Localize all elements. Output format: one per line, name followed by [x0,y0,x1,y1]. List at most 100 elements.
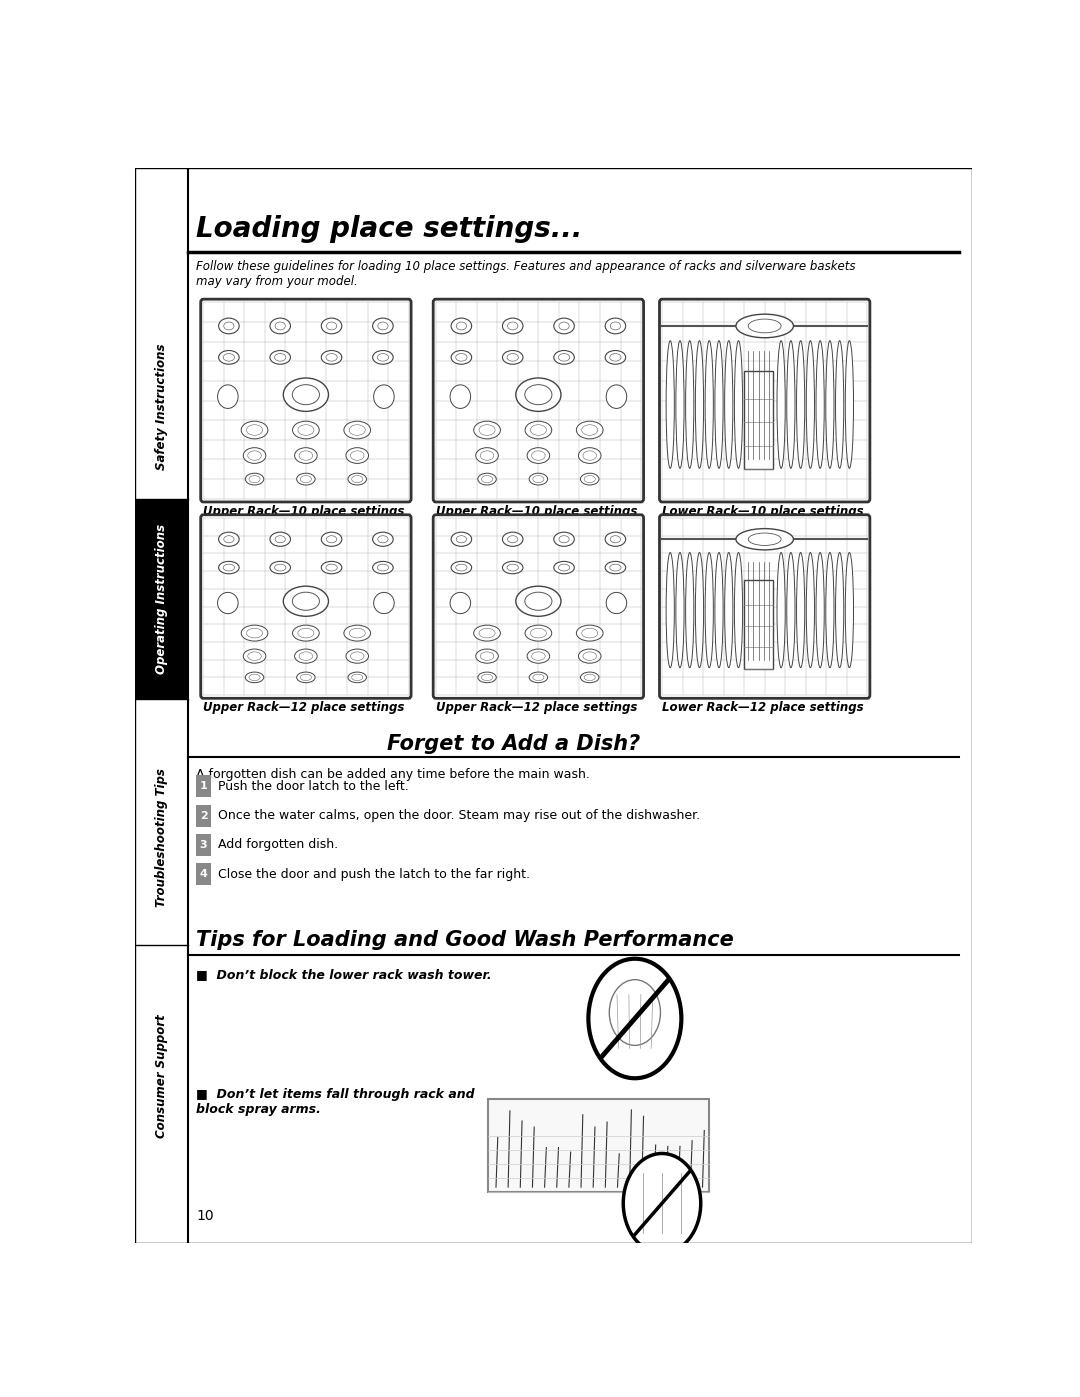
Ellipse shape [606,384,626,408]
Ellipse shape [299,652,313,661]
Ellipse shape [797,341,805,468]
Ellipse shape [373,319,393,334]
Ellipse shape [583,451,596,460]
Ellipse shape [350,451,364,460]
Ellipse shape [246,425,262,436]
Ellipse shape [346,650,368,664]
Ellipse shape [516,379,561,411]
Ellipse shape [283,379,328,411]
Ellipse shape [297,672,315,683]
Text: Forget to Add a Dish?: Forget to Add a Dish? [387,733,640,753]
Ellipse shape [582,629,597,638]
Ellipse shape [295,447,318,464]
Ellipse shape [270,532,291,546]
Ellipse shape [270,319,291,334]
FancyBboxPatch shape [660,514,869,698]
Ellipse shape [293,384,320,405]
Ellipse shape [243,650,266,664]
Ellipse shape [321,351,342,365]
Ellipse shape [293,624,320,641]
Ellipse shape [217,384,238,408]
Ellipse shape [343,420,370,439]
Ellipse shape [477,474,497,485]
Ellipse shape [480,425,495,436]
Ellipse shape [579,447,602,464]
Ellipse shape [352,475,363,482]
Ellipse shape [224,353,234,362]
Ellipse shape [275,535,285,543]
Ellipse shape [516,587,561,616]
Ellipse shape [451,351,472,365]
Ellipse shape [530,629,546,638]
FancyBboxPatch shape [201,299,411,502]
Circle shape [589,958,681,1078]
Ellipse shape [321,532,342,546]
Ellipse shape [474,624,500,641]
Ellipse shape [476,650,498,664]
Ellipse shape [577,420,603,439]
Ellipse shape [532,475,544,482]
Ellipse shape [610,564,621,571]
Ellipse shape [715,341,724,468]
Text: Close the door and push the latch to the far right.: Close the door and push the latch to the… [218,868,530,880]
Ellipse shape [241,420,268,439]
Ellipse shape [482,675,492,680]
Ellipse shape [559,535,569,543]
Ellipse shape [474,420,500,439]
Ellipse shape [300,475,311,482]
Text: Upper Rack—12 place settings: Upper Rack—12 place settings [435,701,637,714]
Ellipse shape [580,672,599,683]
Ellipse shape [477,672,497,683]
Ellipse shape [377,564,389,571]
Ellipse shape [283,587,328,616]
Ellipse shape [583,652,596,661]
Ellipse shape [218,562,239,574]
Text: 10: 10 [197,1208,214,1222]
Text: ■  Don’t block the lower rack wash tower.: ■ Don’t block the lower rack wash tower. [197,968,491,982]
Ellipse shape [274,353,286,362]
Text: Tips for Loading and Good Wash Performance: Tips for Loading and Good Wash Performan… [197,930,733,950]
Ellipse shape [298,629,314,638]
FancyBboxPatch shape [433,514,644,698]
Ellipse shape [582,425,597,436]
Ellipse shape [352,675,363,680]
Ellipse shape [734,341,743,468]
Ellipse shape [293,420,320,439]
FancyBboxPatch shape [201,514,411,698]
Ellipse shape [554,319,575,334]
Text: 1: 1 [200,781,207,792]
Bar [197,805,211,827]
Ellipse shape [450,384,471,408]
Text: Lower Rack—10 place settings: Lower Rack—10 place settings [662,504,864,518]
Text: Lower Rack—12 place settings: Lower Rack—12 place settings [662,701,864,714]
Ellipse shape [797,553,805,668]
Ellipse shape [249,475,260,482]
Ellipse shape [482,475,492,482]
Ellipse shape [525,384,552,405]
Ellipse shape [247,451,261,460]
Ellipse shape [686,553,693,668]
Ellipse shape [374,384,394,408]
Ellipse shape [349,425,365,436]
Ellipse shape [807,553,814,668]
Ellipse shape [826,341,834,468]
Ellipse shape [378,535,388,543]
Ellipse shape [846,341,853,468]
Ellipse shape [247,652,261,661]
Ellipse shape [217,592,238,613]
Ellipse shape [246,629,262,638]
Ellipse shape [476,447,498,464]
Text: Upper Rack—10 place settings: Upper Rack—10 place settings [203,504,405,518]
Ellipse shape [348,672,366,683]
Ellipse shape [715,553,724,668]
Ellipse shape [249,675,260,680]
Text: Consumer Support: Consumer Support [154,1014,167,1139]
Ellipse shape [326,353,337,362]
Ellipse shape [275,323,285,330]
Ellipse shape [531,451,545,460]
Ellipse shape [606,592,626,613]
FancyBboxPatch shape [433,299,644,502]
Text: ■  Don’t let items fall through rack and
block spray arms.: ■ Don’t let items fall through rack and … [197,1088,475,1116]
Ellipse shape [297,474,315,485]
Ellipse shape [605,532,625,546]
